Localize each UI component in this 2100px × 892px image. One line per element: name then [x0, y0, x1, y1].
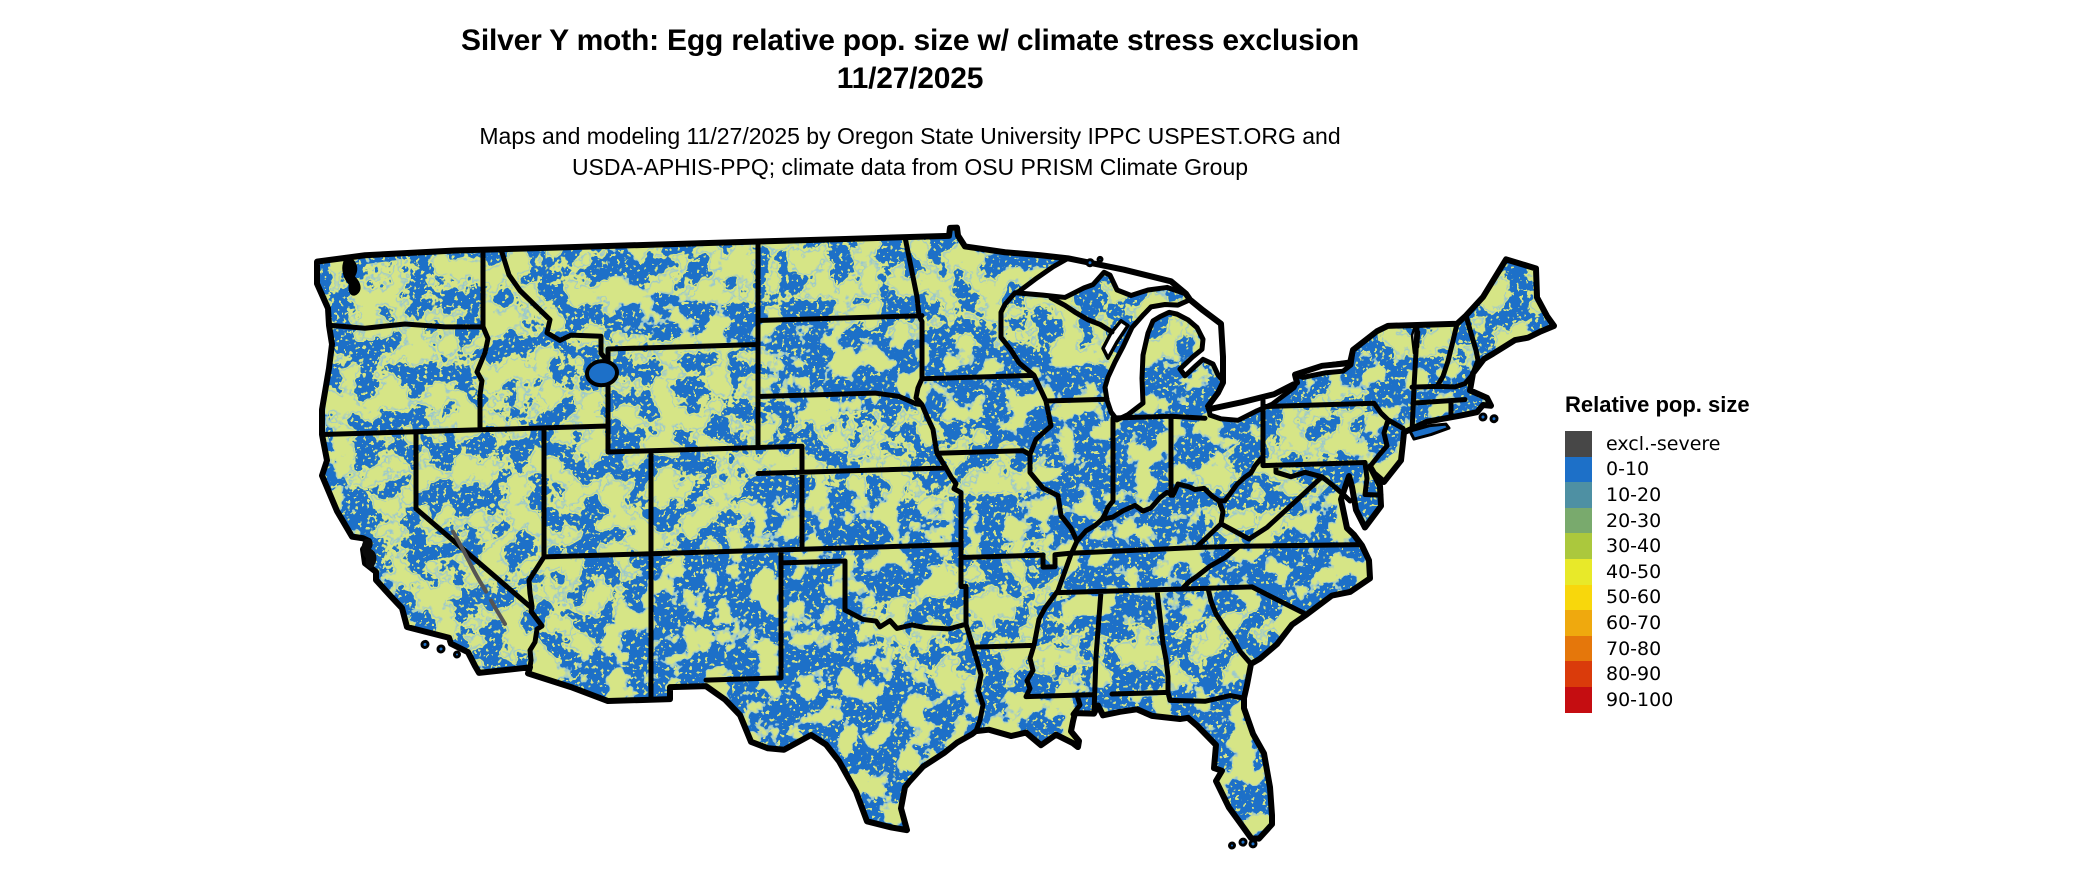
state-borders [319, 234, 1481, 734]
legend-item: 30-40 [1565, 533, 1750, 559]
legend-label: excl.-severe [1606, 432, 1721, 455]
legend-label: 50-60 [1606, 586, 1662, 609]
legend-swatch [1565, 507, 1592, 534]
great-salt-lake [585, 359, 619, 388]
legend-swatch [1565, 431, 1592, 457]
legend-item: 60-70 [1565, 610, 1750, 636]
isle-royale [1085, 258, 1095, 268]
us-outline [314, 224, 1557, 842]
legend-item: 0-10 [1565, 456, 1750, 483]
legend-label: 30-40 [1606, 535, 1662, 558]
excluded-severe-areas [451, 529, 507, 627]
legend-item: 10-20 [1565, 482, 1750, 508]
legend-swatch [1565, 686, 1592, 713]
legend-items: excl.-severe 0-10 10-20 20-30 30-40 40-50 50-6… [1565, 431, 1750, 713]
channel-islands [420, 639, 430, 649]
legend-title: Relative pop. size [1565, 392, 1750, 417]
legend-swatch [1565, 558, 1592, 585]
legend-swatch [1565, 456, 1592, 483]
legend-item: 20-30 [1565, 507, 1750, 534]
title-line-1: Silver Y moth: Egg relative pop. size w/… [461, 24, 1359, 57]
legend-item: excl.-severe [1565, 431, 1750, 457]
title-line-2: 11/27/2025 [836, 62, 984, 95]
page-title: Silver Y moth: Egg relative pop. size w/… [250, 22, 1570, 98]
florida-keys [1238, 837, 1248, 847]
legend-item: 40-50 [1565, 558, 1750, 585]
page-subtitle: Maps and modeling 11/27/2025 by Oregon S… [250, 121, 1570, 183]
legend-label: 40-50 [1606, 560, 1662, 583]
legend-label: 10-20 [1606, 483, 1662, 506]
legend-label: 0-10 [1606, 458, 1650, 481]
legend-swatch [1565, 533, 1592, 559]
legend-label: 90-100 [1606, 688, 1674, 711]
legend-label: 60-70 [1606, 611, 1662, 634]
subtitle-line-1: Maps and modeling 11/27/2025 by Oregon S… [479, 123, 1341, 149]
legend: Relative pop. size excl.-severe 0-10 10-20… [1565, 392, 1750, 713]
legend-swatch [1565, 635, 1592, 662]
puget-sound [342, 254, 361, 296]
population-raster [317, 209, 1554, 867]
us-distribution-map [314, 209, 1557, 867]
legend-item: 50-60 [1565, 584, 1750, 611]
legend-swatch [1565, 610, 1592, 636]
long-island [1408, 422, 1451, 441]
legend-item: 90-100 [1565, 686, 1750, 713]
legend-swatch [1565, 584, 1592, 611]
islands [420, 255, 1499, 850]
subtitle-line-2: USDA-APHIS-PPQ; climate data from OSU PR… [571, 154, 1249, 180]
legend-label: 70-80 [1606, 637, 1662, 660]
san-francisco-bay [361, 538, 377, 569]
legend-label: 20-30 [1606, 509, 1662, 532]
legend-item: 70-80 [1565, 635, 1750, 662]
legend-swatch [1565, 482, 1592, 508]
legend-item: 80-90 [1565, 661, 1750, 687]
legend-swatch [1565, 661, 1592, 687]
legend-label: 80-90 [1606, 663, 1662, 686]
